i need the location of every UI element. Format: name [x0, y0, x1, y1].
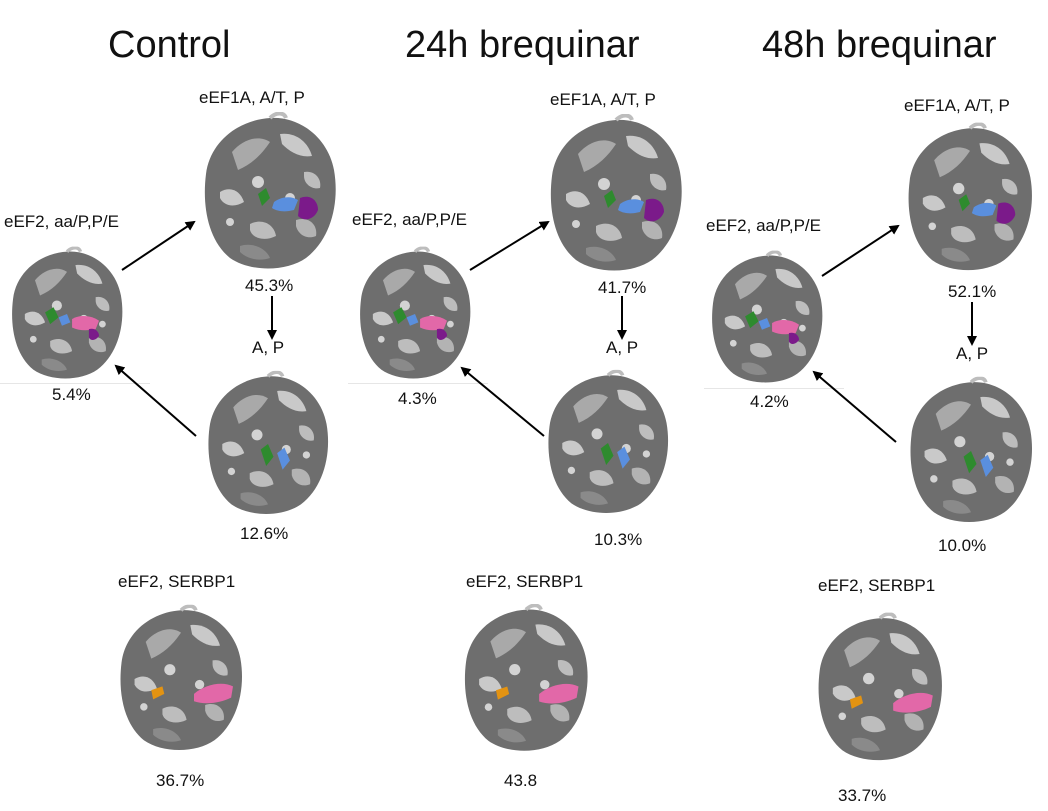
state-bottom-percent: 12.6% [240, 524, 289, 543]
state-bottom-percent: 10.3% [594, 530, 643, 549]
state-bottom-label: A, P [606, 338, 639, 357]
ribosome-serbp1 [814, 608, 946, 768]
ribosome-left [8, 246, 126, 382]
arrow-left-to-top [114, 220, 277, 437]
divider-line [348, 383, 488, 384]
state-top-percent: 41.7% [598, 278, 647, 297]
state-serbp1-percent: 36.7% [156, 771, 205, 790]
state-left-label: eEF2, aa/P,P/E [352, 210, 467, 229]
state-left-percent: 4.3% [398, 389, 437, 408]
state-top-percent: 52.1% [948, 282, 997, 301]
ribosome-serbp1 [116, 604, 246, 754]
panel-control: Control eEF1A, A/T, P 45.3% eEF2, aa/P,P… [0, 0, 350, 811]
state-bottom-label: A, P [252, 338, 285, 357]
panel-title: 48h brequinar [762, 24, 997, 66]
state-serbp1-percent: 43.8 [504, 771, 538, 790]
ribosome-bottom [544, 368, 672, 518]
ribosome-serbp1 [460, 604, 592, 754]
ribosome-left [356, 246, 474, 382]
ribosome-bottom [204, 370, 332, 518]
state-bottom-percent: 10.0% [938, 536, 987, 555]
state-bottom-label: A, P [956, 344, 989, 363]
state-serbp1-label: eEF2, SERBP1 [466, 572, 584, 591]
arrows [460, 220, 627, 437]
arrows [812, 224, 977, 443]
state-left-label: eEF2, aa/P,P/E [706, 216, 821, 235]
state-serbp1-percent: 33.7% [838, 786, 887, 805]
state-top-percent: 45.3% [245, 276, 294, 295]
state-top-label: eEF1A, A/T, P [199, 88, 305, 107]
state-top-label: eEF1A, A/T, P [550, 90, 656, 109]
ribosome-top [546, 114, 686, 274]
ribosome-top [200, 112, 340, 272]
ribosome-left [708, 250, 826, 386]
state-serbp1-label: eEF2, SERBP1 [818, 576, 936, 595]
panel-24h: 24h brequinar eEF1A, A/T, P 41.7% eEF2, … [348, 0, 698, 811]
state-left-percent: 4.2% [750, 392, 789, 411]
panel-48h: 48h brequinar eEF1A, A/T, P 52.1% eEF2, … [698, 0, 1048, 811]
panel-title: Control [108, 24, 231, 66]
panel-title: 24h brequinar [405, 24, 640, 66]
ribosome-bottom [906, 374, 1036, 528]
ribosome-top [904, 118, 1036, 278]
state-left-label: eEF2, aa/P,P/E [4, 212, 119, 231]
divider-line [704, 388, 844, 389]
state-serbp1-label: eEF2, SERBP1 [118, 572, 236, 591]
state-left-percent: 5.4% [52, 385, 91, 404]
divider-line [0, 383, 150, 384]
state-top-label: eEF1A, A/T, P [904, 96, 1010, 115]
